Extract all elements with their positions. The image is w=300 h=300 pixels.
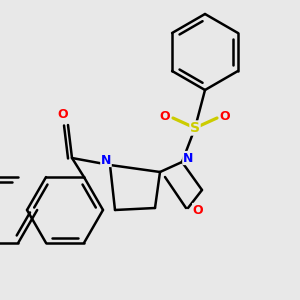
Text: O: O (58, 109, 68, 122)
Text: O: O (193, 203, 203, 217)
Text: S: S (190, 121, 200, 135)
Text: N: N (101, 154, 111, 166)
Text: O: O (160, 110, 170, 122)
Text: N: N (183, 152, 193, 164)
Text: O: O (220, 110, 230, 122)
